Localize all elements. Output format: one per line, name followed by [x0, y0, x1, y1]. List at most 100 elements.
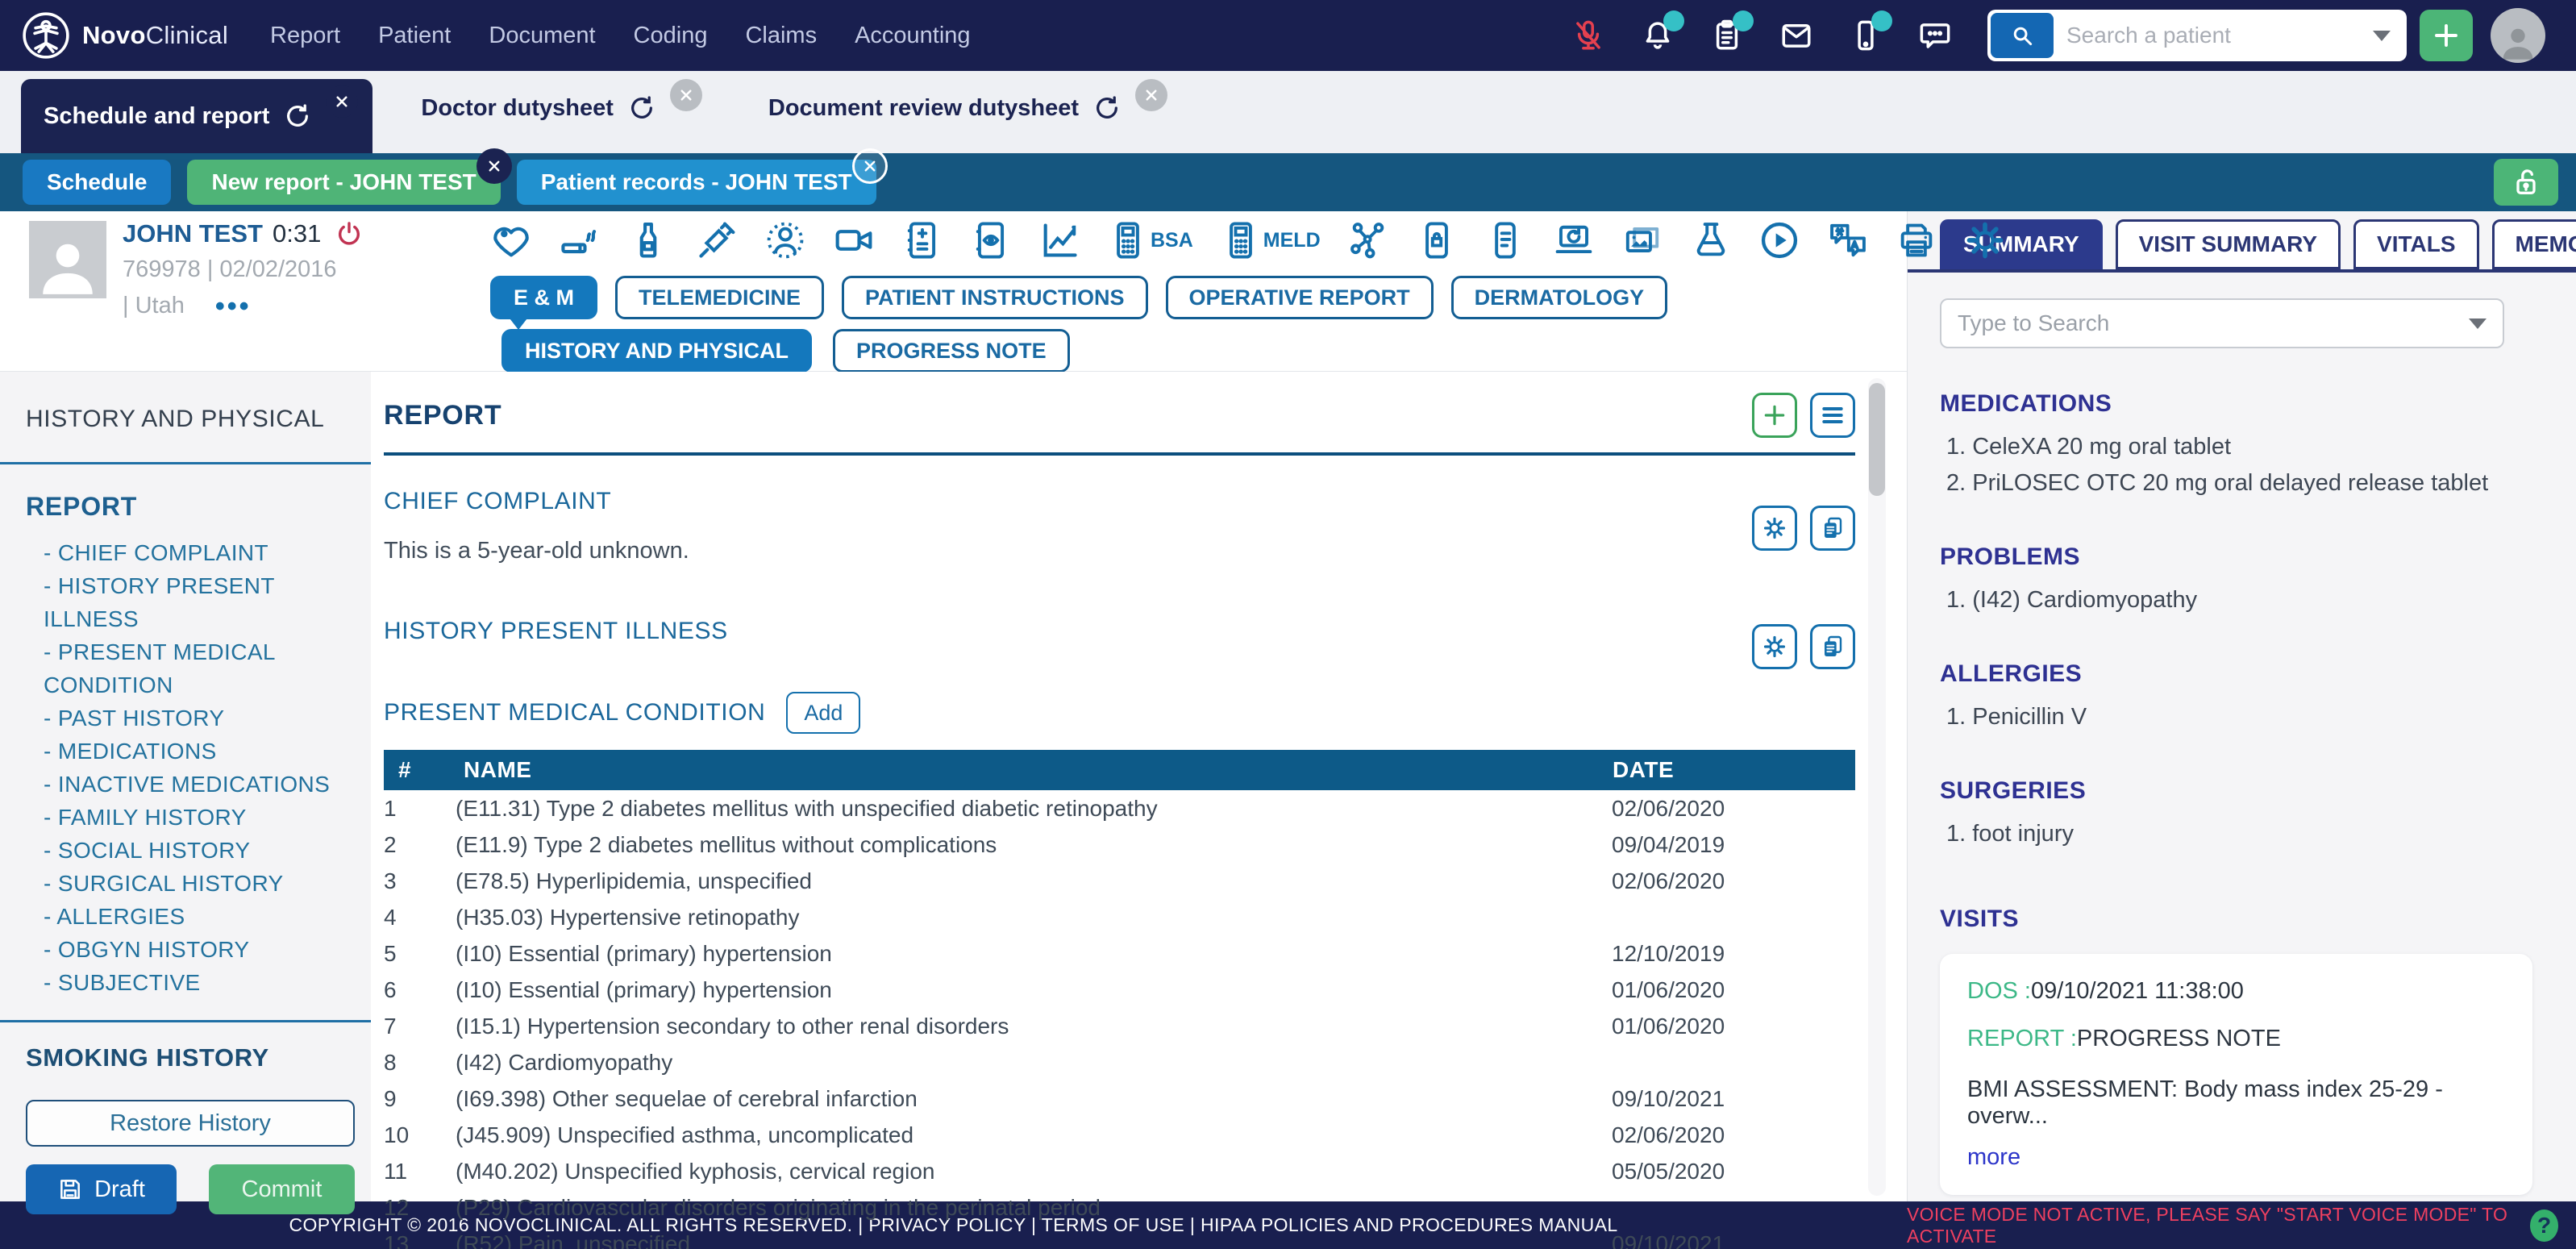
tab-schedule-and-report[interactable]: Schedule and report [21, 79, 373, 153]
section-copy-button[interactable] [1810, 624, 1855, 669]
subtab-schedule[interactable]: Schedule [23, 160, 172, 205]
translate-icon[interactable] [1827, 219, 1869, 261]
patient-status-icon[interactable] [764, 219, 806, 261]
close-icon[interactable] [326, 85, 359, 118]
main-menu-item[interactable]: Accounting [855, 22, 971, 48]
type-history-and-physical[interactable]: HISTORY AND PHYSICAL [501, 329, 813, 373]
section-settings-button[interactable] [1752, 506, 1797, 551]
section-settings-button[interactable] [1752, 624, 1797, 669]
report-section-link[interactable]: MEDICATIONS [44, 735, 355, 768]
report-section-link[interactable]: CHIEF COMPLAINT [44, 536, 355, 569]
type-progress-note[interactable]: PROGRESS NOTE [833, 329, 1070, 373]
search-button[interactable] [1991, 13, 2054, 58]
add-condition-button[interactable]: Add [786, 692, 861, 734]
scrollbar-thumb[interactable] [1869, 383, 1885, 496]
heart-icon[interactable] [490, 219, 532, 261]
commit-button[interactable]: Commit [208, 1164, 355, 1214]
laptop-sync-icon[interactable] [1553, 219, 1595, 261]
subtab-patient-records[interactable]: Patient records - JOHN TEST [516, 148, 888, 205]
phone-icon[interactable] [1849, 10, 1892, 52]
play-icon[interactable] [1758, 219, 1800, 261]
add-patient-button[interactable] [2420, 10, 2473, 61]
tab-memo[interactable]: MEMO [2491, 219, 2576, 269]
category-e-and-m[interactable]: E & M [490, 276, 598, 330]
lab-flask-icon[interactable] [1690, 219, 1732, 261]
condition-row[interactable]: 11 (M40.202) Unspecified kyphosis, cervi… [384, 1153, 1855, 1189]
condition-row[interactable]: 8 (I42) Cardiomyopathy [384, 1044, 1855, 1080]
tab-doctor-dutysheet[interactable]: Doctor dutysheet [403, 79, 719, 124]
tasks-clipboard-icon[interactable] [1710, 10, 1754, 52]
report-section-link[interactable]: OBGYN HISTORY [44, 933, 355, 966]
brand-logo[interactable]: NovoClinical [21, 10, 228, 60]
close-icon[interactable] [851, 148, 888, 184]
tab-document-review-dutysheet[interactable]: Document review dutysheet [751, 79, 1185, 124]
molecule-icon[interactable] [1347, 219, 1389, 261]
patient-name[interactable]: JOHN TEST [123, 219, 263, 248]
injection-icon[interactable] [696, 219, 738, 261]
condition-row[interactable]: 9 (I69.398) Other sequelae of cerebral i… [384, 1080, 1855, 1117]
condition-row[interactable]: 13 (R52) Pain, unspecified 09/10/2021 [384, 1226, 1855, 1249]
power-icon[interactable] [335, 220, 363, 248]
chat-icon[interactable] [1918, 19, 1952, 52]
help-button[interactable]: ? [2530, 1209, 2558, 1242]
user-avatar[interactable] [2491, 8, 2545, 63]
notes-card-icon[interactable] [1484, 219, 1526, 261]
alcohol-icon[interactable] [627, 219, 669, 261]
report-section-link[interactable]: ALLERGIES [44, 900, 355, 933]
close-icon[interactable] [1135, 79, 1168, 111]
section-copy-button[interactable] [1810, 506, 1855, 551]
condition-row[interactable]: 1 (E11.31) Type 2 diabetes mellitus with… [384, 790, 1855, 826]
condition-row[interactable]: 12 (P29) Cardiovascular disorders origin… [384, 1189, 1855, 1226]
vision-card-icon[interactable] [970, 219, 1012, 261]
notifications-bell-icon[interactable] [1641, 10, 1684, 52]
main-menu-item[interactable]: Patient [378, 22, 452, 48]
condition-row[interactable]: 4 (H35.03) Hypertensive retinopathy [384, 899, 1855, 935]
close-icon[interactable] [669, 79, 702, 111]
category-telemedicine[interactable]: TELEMEDICINE [615, 276, 825, 319]
refresh-icon[interactable] [628, 94, 655, 122]
patient-avatar[interactable] [29, 221, 106, 298]
settings-gear-icon[interactable] [1964, 219, 2006, 261]
report-section-link[interactable]: PRESENT MEDICAL CONDITION [44, 635, 355, 702]
report-section-link[interactable]: SUBJECTIVE [44, 966, 355, 999]
category-dermatology[interactable]: DERMATOLOGY [1450, 276, 1668, 319]
patient-search-input[interactable] [2054, 23, 2373, 48]
subtab-new-report[interactable]: New report - JOHN TEST [187, 148, 512, 205]
report-section-link[interactable]: INACTIVE MEDICATIONS [44, 768, 355, 801]
unlock-button[interactable] [2494, 159, 2558, 206]
main-menu-item[interactable]: Report [270, 22, 341, 48]
print-icon[interactable] [1896, 219, 1937, 261]
report-section-link[interactable]: HISTORY PRESENT ILLNESS [44, 569, 355, 635]
category-patient-instructions[interactable]: PATIENT INSTRUCTIONS [842, 276, 1148, 319]
condition-row[interactable]: 2 (E11.9) Type 2 diabetes mellitus witho… [384, 826, 1855, 863]
tab-visit-summary[interactable]: VISIT SUMMARY [2115, 219, 2341, 269]
condition-row[interactable]: 3 (E78.5) Hyperlipidemia, unspecified 02… [384, 863, 1855, 899]
main-scrollbar[interactable] [1868, 378, 1886, 1196]
privacy-lock-card-icon[interactable] [1416, 219, 1458, 261]
condition-row[interactable]: 5 (I10) Essential (primary) hypertension… [384, 935, 1855, 972]
bsa-calculator-icon[interactable]: BSA [1107, 219, 1193, 261]
main-menu-item[interactable]: Document [489, 22, 596, 48]
tab-vitals[interactable]: VITALS [2353, 219, 2479, 269]
meld-calculator-icon[interactable]: MELD [1220, 219, 1321, 261]
report-section-link[interactable]: SURGICAL HISTORY [44, 867, 355, 900]
tab-summary[interactable]: SUMMARY [1940, 219, 2103, 269]
draft-button[interactable]: Draft [26, 1164, 177, 1214]
growth-chart-icon[interactable] [1038, 219, 1080, 261]
more-options-ellipsis[interactable]: ••• [214, 290, 252, 322]
main-menu-item[interactable]: Coding [633, 22, 708, 48]
smoking-icon[interactable] [559, 219, 601, 261]
visit-card[interactable]: DOS :09/10/2021 11:38:00 REPORT :PROGRES… [1940, 954, 2532, 1195]
main-menu-item[interactable]: Claims [745, 22, 818, 48]
section-menu-button[interactable] [1810, 393, 1855, 438]
search-dropdown-caret-icon[interactable] [2373, 30, 2391, 41]
video-icon[interactable] [833, 219, 875, 261]
report-section-link[interactable]: SOCIAL HISTORY [44, 834, 355, 867]
category-operative-report[interactable]: OPERATIVE REPORT [1165, 276, 1434, 319]
mail-icon[interactable] [1779, 19, 1813, 52]
condition-row[interactable]: 7 (I15.1) Hypertension secondary to othe… [384, 1008, 1855, 1044]
add-section-button[interactable] [1752, 393, 1797, 438]
microphone-muted-icon[interactable] [1571, 19, 1605, 52]
close-icon[interactable] [476, 148, 512, 184]
medical-record-icon[interactable] [901, 219, 943, 261]
